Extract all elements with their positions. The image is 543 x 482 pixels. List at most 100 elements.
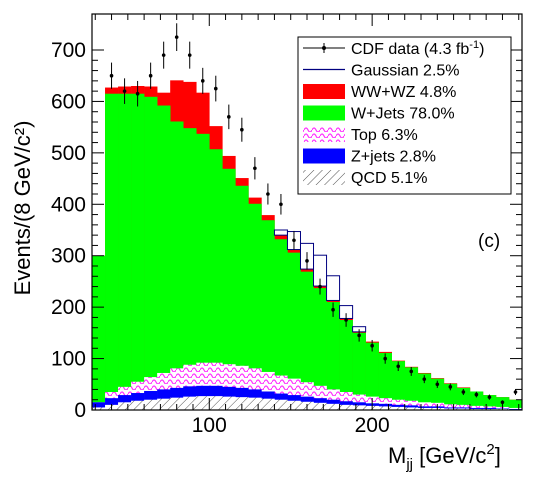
x-tick-label-1: 200 [355, 414, 390, 437]
data-point-14 [279, 202, 283, 207]
bar-qcd-17 [313, 402, 327, 410]
data-point-4 [148, 73, 153, 78]
y-tick-label-0: 0 [74, 399, 86, 422]
bar-wjets-16 [300, 271, 314, 410]
bar-qcd-8 [196, 396, 210, 410]
data-point-19 [344, 318, 348, 322]
bar-wjets-32 [508, 399, 522, 410]
legend-label-text: CDF data (4.3 fb [351, 41, 469, 58]
gaussian-bin-18 [326, 275, 341, 301]
legend-entry-wjets: W+Jets 78.0% [303, 105, 455, 123]
bar-wjets-26 [430, 378, 445, 410]
bar-wjets-1 [105, 93, 119, 410]
legend-entry-qcd: QCD 5.1% [303, 170, 427, 187]
bar-qcd-14 [274, 399, 288, 410]
x-axis-title-sub: jj [405, 456, 413, 473]
data-point-3 [135, 91, 140, 96]
bar-wjets-22 [378, 352, 392, 410]
data-point-29 [474, 392, 479, 397]
legend-entry-gaussian: Gaussian 2.5% [303, 63, 460, 80]
y-axis-title: Events/(8 GeV/c²) [10, 121, 35, 296]
bar-qcd-4 [144, 399, 158, 410]
y-tick-label-6: 600 [51, 90, 86, 113]
legend-label-end: ) [479, 41, 484, 58]
bar-wjets-23 [391, 361, 406, 410]
x-axis-title-main: M [388, 443, 406, 468]
data-point-22 [383, 356, 387, 361]
data-point-15 [292, 238, 296, 243]
bar-wjets-27 [443, 383, 458, 410]
data-point-2 [122, 89, 127, 93]
data-point-16 [305, 259, 309, 263]
data-point-5 [161, 53, 166, 57]
y-tick-label-2: 200 [51, 296, 86, 319]
data-point-26 [435, 382, 440, 387]
data-point-20 [357, 333, 361, 338]
data-point-30 [487, 395, 492, 399]
bar-qcd-13 [261, 398, 275, 410]
data-point-17 [318, 284, 322, 289]
legend-entry-top: Top 6.3% [303, 127, 418, 144]
bar-qcd-5 [157, 398, 171, 410]
gaussian-bin-14 [273, 229, 288, 236]
legend-label: Top 6.3% [351, 127, 418, 144]
bar-wjets-10 [222, 168, 236, 410]
data-point-9 [213, 86, 218, 91]
bar-wjets-2 [118, 93, 132, 410]
bar-wjets-14 [274, 239, 288, 410]
bar-qcd-6 [170, 397, 184, 410]
y-tick-label-3: 300 [51, 245, 86, 268]
legend-label-text: QCD 5.1% [351, 170, 427, 187]
x-axis-title-end: ] [495, 443, 501, 468]
x-tick-label-0: 100 [192, 414, 227, 437]
bar-qcd-18 [326, 403, 340, 410]
axes: 0 100 200 300 400 500 600 700 100 200 [51, 14, 522, 437]
bar-top-25 [417, 402, 432, 410]
data-point-28 [461, 390, 466, 394]
panel-label: (c) [478, 231, 500, 252]
bar-wjets-20 [352, 332, 366, 410]
bar-wjets-9 [209, 149, 223, 410]
legend-label-text: Top 6.3% [351, 127, 418, 144]
bar-qcd-9 [209, 396, 223, 410]
bar-zjets-0 [92, 402, 106, 410]
legend-label-sup: -1 [469, 39, 479, 51]
legend-label: Z+jets 2.8% [351, 149, 436, 166]
bar-qcd-10 [222, 396, 236, 410]
bar-wjets-11 [235, 185, 249, 410]
bar-wjets-13 [261, 220, 275, 410]
bar-wjets-21 [365, 342, 379, 410]
bar-wjets-24 [404, 367, 419, 410]
bar-wjets-8 [196, 133, 210, 410]
bar-top-27 [443, 404, 458, 410]
data-point-10 [227, 115, 231, 119]
data-point-11 [240, 127, 244, 132]
bar-qcd-23 [391, 406, 406, 410]
bar-wjets-29 [469, 391, 484, 410]
legend-label: QCD 5.1% [351, 170, 427, 187]
data-point-25 [422, 377, 427, 381]
bar-qcd-27 [443, 408, 458, 410]
legend-entry-data: CDF data (4.3 fb-1) [303, 39, 484, 58]
legend-label-text: W+Jets 78.0% [351, 106, 455, 123]
bar-qcd-20 [352, 405, 366, 410]
data-point-24 [409, 369, 414, 374]
legend-swatch-box [303, 170, 345, 185]
bar-qcd-24 [404, 407, 419, 410]
bar-qcd-7 [183, 396, 197, 410]
data-point-6 [174, 35, 179, 39]
legend-swatch-box [303, 148, 345, 164]
x-axis-title-sup: 2 [486, 441, 494, 458]
legend-label-text: Gaussian 2.5% [351, 63, 460, 80]
legend-swatch-box [303, 84, 345, 99]
data-point-13 [266, 192, 270, 196]
legend: CDF data (4.3 fb-1) Gaussian 2.5% WW+WZ 4.… [297, 36, 512, 195]
data-point-7 [187, 53, 192, 57]
legend-label-text: WW+WZ 4.8% [351, 84, 456, 101]
y-tick-label-1: 100 [51, 348, 86, 371]
data-point-8 [200, 79, 205, 83]
bar-qcd-28 [456, 408, 471, 410]
legend-swatch-marker [322, 46, 326, 50]
bar-wjets-6 [170, 121, 184, 410]
